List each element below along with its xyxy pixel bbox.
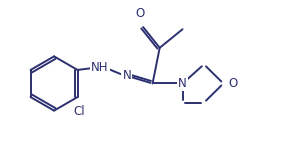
Text: O: O [135,7,144,20]
Text: Cl: Cl [73,105,85,118]
Text: O: O [228,77,238,90]
Text: NH: NH [91,61,109,74]
Text: N: N [178,77,187,90]
Text: N: N [122,69,131,82]
